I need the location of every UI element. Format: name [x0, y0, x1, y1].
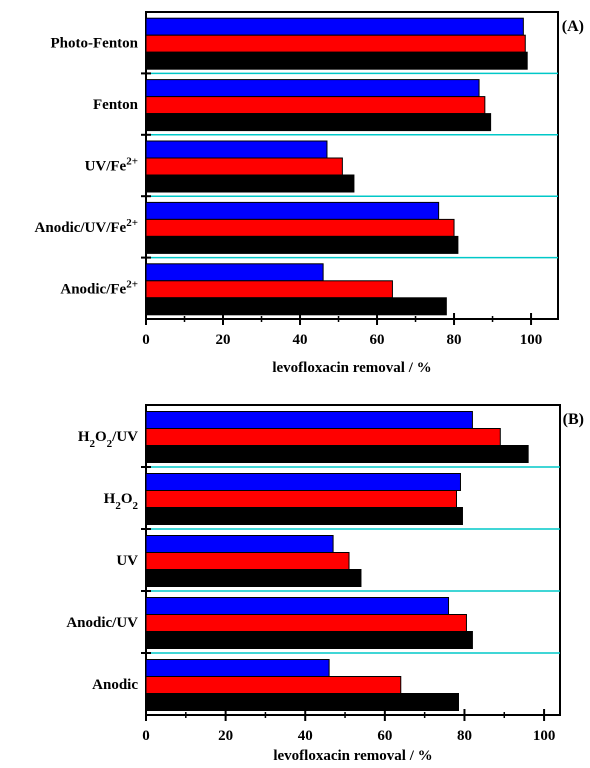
- x-tick-label: 80: [447, 332, 462, 348]
- category-label: H2O2: [104, 491, 139, 512]
- x-tick-label: 0: [142, 332, 150, 348]
- bar: [145, 297, 447, 316]
- bar: [145, 201, 440, 220]
- bar: [145, 659, 330, 677]
- x-tick-label: 0: [142, 728, 150, 744]
- category-label: Anodic/UV/Fe2+: [35, 217, 138, 236]
- x-tick-label: 60: [377, 728, 392, 744]
- bar: [145, 445, 529, 463]
- bar: [145, 490, 457, 508]
- panel-letter: (B): [563, 411, 584, 428]
- category-label: H2O2/UV: [78, 429, 138, 450]
- panel-b: 0 20 40 60 80 100 H2O2/UV H2O2 UV Anodic/UV Anodi…: [66, 404, 584, 764]
- bar: [145, 96, 486, 115]
- bar: [145, 428, 501, 446]
- x-tick-label: 60: [370, 332, 385, 348]
- category-label: Anodic/UV: [66, 615, 138, 631]
- category-label: Fenton: [93, 97, 139, 113]
- x-axis-title: levofloxacin removal / %: [273, 748, 432, 763]
- bar: [145, 79, 480, 98]
- category-label: Anodic/Fe2+: [60, 278, 138, 297]
- bar: [145, 693, 459, 711]
- bar: [145, 507, 463, 525]
- bar: [145, 535, 334, 553]
- x-tick-label: 80: [457, 728, 472, 744]
- panel-a: 0 20 40 60 80 100 Photo-Fenton Fenton UV/Fe2+ An…: [35, 11, 584, 376]
- x-tick-label: 100: [533, 728, 556, 744]
- category-label: UV: [116, 553, 138, 569]
- x-axis-title: levofloxacin removal / %: [272, 360, 431, 376]
- bar: [145, 140, 328, 159]
- bar: [145, 280, 393, 299]
- bar: [145, 113, 492, 132]
- bar: [145, 235, 459, 254]
- bar: [145, 676, 402, 694]
- x-tick-label: 100: [520, 332, 543, 348]
- bar: [145, 34, 526, 53]
- bar: [145, 411, 473, 429]
- panel-letter: (A): [562, 18, 584, 35]
- x-tick-label: 20: [218, 728, 233, 744]
- bar: [145, 597, 450, 615]
- bar: [145, 473, 461, 491]
- bar: [145, 263, 324, 282]
- bar: [145, 218, 455, 237]
- bar: [145, 17, 524, 36]
- category-label: Anodic: [92, 677, 138, 693]
- x-tick-label: 40: [293, 332, 308, 348]
- bar: [145, 614, 467, 632]
- bar: [145, 569, 362, 587]
- bar: [145, 174, 355, 193]
- bar: [145, 157, 343, 176]
- category-label: Photo-Fenton: [51, 36, 139, 52]
- bar: [145, 51, 528, 70]
- bar: [145, 552, 350, 570]
- x-tick-label: 40: [298, 728, 313, 744]
- x-tick-label: 20: [216, 332, 231, 348]
- bar: [145, 631, 473, 649]
- category-label: UV/Fe2+: [85, 156, 138, 175]
